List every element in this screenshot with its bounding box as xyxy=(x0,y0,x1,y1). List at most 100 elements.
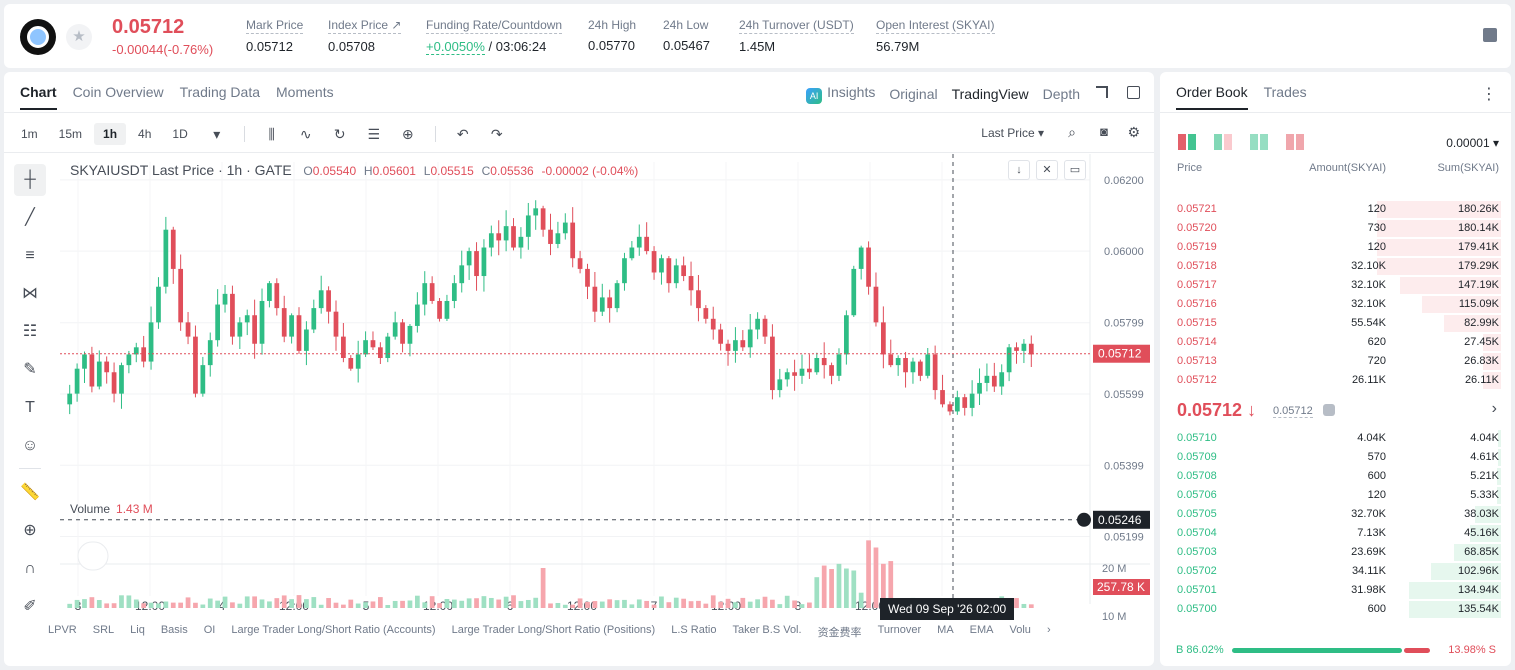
bid-row[interactable]: 0.05709 570 4.61K xyxy=(1160,448,1511,467)
layout-split-icon[interactable] xyxy=(1214,134,1232,150)
candle-body xyxy=(954,397,960,412)
more-icon[interactable]: ⋮ xyxy=(1481,86,1497,103)
stat-label[interactable]: 24h Turnover (USDT) xyxy=(739,18,854,34)
tab-order-book[interactable]: Order Book xyxy=(1176,84,1248,110)
ask-row[interactable]: 0.05721 120 180.26K xyxy=(1160,200,1511,219)
vol-tick-label: 10 M xyxy=(1102,611,1126,623)
book-icon[interactable] xyxy=(1483,28,1497,42)
magnet-icon[interactable]: ∩ xyxy=(24,560,36,577)
indicator-item[interactable]: SRL xyxy=(92,624,115,636)
layout-asks-icon[interactable] xyxy=(1286,134,1304,150)
indicators-icon[interactable]: ∿ xyxy=(299,126,312,142)
arrow-down-icon[interactable]: ↓ xyxy=(1008,160,1030,180)
emoji-icon[interactable]: ☺ xyxy=(21,437,39,454)
favorite-star-icon[interactable]: ★ xyxy=(66,24,92,50)
ask-row[interactable]: 0.05718 32.10K 179.29K xyxy=(1160,257,1511,276)
bid-depth-bar xyxy=(1475,506,1501,523)
zoom-in-icon[interactable]: ⊕ xyxy=(23,522,37,539)
tab-trades[interactable]: Trades xyxy=(1263,84,1307,100)
stat-label[interactable]: Mark Price xyxy=(246,18,304,34)
timeframe-4h[interactable]: 4h xyxy=(138,127,152,141)
trendline-icon[interactable]: ╱ xyxy=(25,209,35,226)
undo-icon[interactable]: ↶ xyxy=(456,126,469,142)
tab-original[interactable]: Original xyxy=(889,86,938,102)
indicator-item[interactable]: 资金费率 xyxy=(817,627,862,639)
chevron-down-icon[interactable]: ▾ xyxy=(213,126,221,142)
timeframe-1d[interactable]: 1D xyxy=(172,127,188,141)
tab-moments[interactable]: Moments xyxy=(276,84,334,100)
stat-label[interactable]: Index Price ↗ xyxy=(328,18,402,34)
collapse-icon[interactable]: ✕ xyxy=(1036,160,1058,180)
indicator-item[interactable]: OI xyxy=(203,624,216,636)
timeframe-1m[interactable]: 1m xyxy=(21,127,38,141)
horizontal-lines-icon[interactable]: ≡ xyxy=(25,247,35,264)
bid-row[interactable]: 0.05706 120 5.33K xyxy=(1160,486,1511,505)
bid-row[interactable]: 0.05705 32.70K 38.03K xyxy=(1160,505,1511,524)
fullscreen-icon[interactable] xyxy=(1096,86,1108,98)
add-alert-icon[interactable]: ⊕ xyxy=(401,126,414,142)
tab-trading-data[interactable]: Trading Data xyxy=(179,84,261,100)
candle-body xyxy=(104,361,110,373)
timeframe-15m[interactable]: 15m xyxy=(58,127,83,141)
indicator-item[interactable]: Turnover xyxy=(877,624,922,636)
bid-row[interactable]: 0.05700 600 135.54K xyxy=(1160,600,1511,619)
templates-icon[interactable]: ☰ xyxy=(367,126,381,142)
indicator-item[interactable]: EMA xyxy=(969,624,994,636)
candles-icon[interactable]: ⫼ xyxy=(268,126,275,142)
indicator-item[interactable]: Liq xyxy=(130,624,145,636)
chevron-right-icon[interactable]: › xyxy=(1491,400,1497,417)
pattern-icon[interactable]: ⋈ xyxy=(22,285,38,302)
ask-row[interactable]: 0.05717 32.10K 147.19K xyxy=(1160,276,1511,295)
ask-row[interactable]: 0.05720 730 180.14K xyxy=(1160,219,1511,238)
brush-icon[interactable]: ✎ xyxy=(23,361,37,378)
bid-row[interactable]: 0.05708 600 5.21K xyxy=(1160,467,1511,486)
precision-select[interactable]: 0.00001 ▾ xyxy=(1446,136,1499,150)
crosshair-icon[interactable]: ┼ xyxy=(14,164,46,196)
stat-label[interactable]: Open Interest (SKYAI) xyxy=(876,18,995,34)
search-icon[interactable]: ⌕ xyxy=(1068,124,1076,140)
timeframe-1h[interactable]: 1h xyxy=(94,123,127,145)
tab-tradingview[interactable]: TradingView xyxy=(951,86,1029,102)
text-icon[interactable]: T xyxy=(25,399,35,416)
indicator-item[interactable]: Taker B.S Vol. xyxy=(732,624,802,636)
price-chart[interactable]: 0.06200 0.06000 0.05799 0.05599 0.05399 0.051… xyxy=(60,154,1150,624)
redo-icon[interactable]: ↷ xyxy=(490,126,503,142)
indicator-item[interactable]: Large Trader Long/Short Ratio (Accounts) xyxy=(231,624,436,636)
bid-row[interactable]: 0.05710 4.04K 4.04K xyxy=(1160,429,1511,448)
pencil-icon[interactable]: ✐ xyxy=(23,598,37,615)
bid-row[interactable]: 0.05702 34.11K 102.96K xyxy=(1160,562,1511,581)
ask-row[interactable]: 0.05712 26.11K 26.11K xyxy=(1160,371,1511,390)
indicator-item[interactable]: Volu xyxy=(1009,624,1031,636)
ask-row[interactable]: 0.05719 120 179.41K xyxy=(1160,238,1511,257)
tab-depth[interactable]: Depth xyxy=(1042,86,1080,102)
indicator-item[interactable]: L.S Ratio xyxy=(671,624,717,636)
layout-both-icon[interactable] xyxy=(1178,134,1196,150)
gear-icon[interactable]: ⚙ xyxy=(1127,124,1140,140)
layout-bids-icon[interactable] xyxy=(1250,134,1268,150)
window-icon[interactable] xyxy=(1127,86,1140,99)
bid-depth-bar xyxy=(1498,449,1501,466)
tab-coin-overview[interactable]: Coin Overview xyxy=(72,84,164,100)
bid-row[interactable]: 0.05704 7.13K 45.16K xyxy=(1160,524,1511,543)
volume-bar xyxy=(703,603,709,608)
indicator-item[interactable]: LPVR xyxy=(48,624,77,636)
bid-row[interactable]: 0.05701 31.98K 134.94K xyxy=(1160,581,1511,600)
indicator-item[interactable]: Basis xyxy=(160,624,188,636)
tab-insights[interactable]: AI Insights xyxy=(806,84,875,104)
stat-label[interactable]: Funding Rate/Countdown xyxy=(426,18,563,34)
indicator-item[interactable]: MA xyxy=(937,624,954,636)
maximize-icon[interactable]: ▭ xyxy=(1064,160,1086,180)
replay-icon[interactable]: ↻ xyxy=(333,126,346,142)
tab-chart[interactable]: Chart xyxy=(20,84,57,110)
ask-row[interactable]: 0.05716 32.10K 115.09K xyxy=(1160,295,1511,314)
camera-icon[interactable]: ◙ xyxy=(1100,124,1108,139)
ask-row[interactable]: 0.05715 55.54K 82.99K xyxy=(1160,314,1511,333)
indicator-item[interactable]: Large Trader Long/Short Ratio (Positions… xyxy=(451,624,656,636)
fib-icon[interactable]: ☷ xyxy=(22,323,38,340)
chevron-right-icon[interactable]: › xyxy=(1046,624,1051,636)
price-source-select[interactable]: Last Price ▾ xyxy=(981,126,1044,140)
ask-row[interactable]: 0.05713 720 26.83K xyxy=(1160,352,1511,371)
bid-row[interactable]: 0.05703 23.69K 68.85K xyxy=(1160,543,1511,562)
ask-row[interactable]: 0.05714 620 27.45K xyxy=(1160,333,1511,352)
ruler-icon[interactable]: 📏 xyxy=(20,484,40,501)
